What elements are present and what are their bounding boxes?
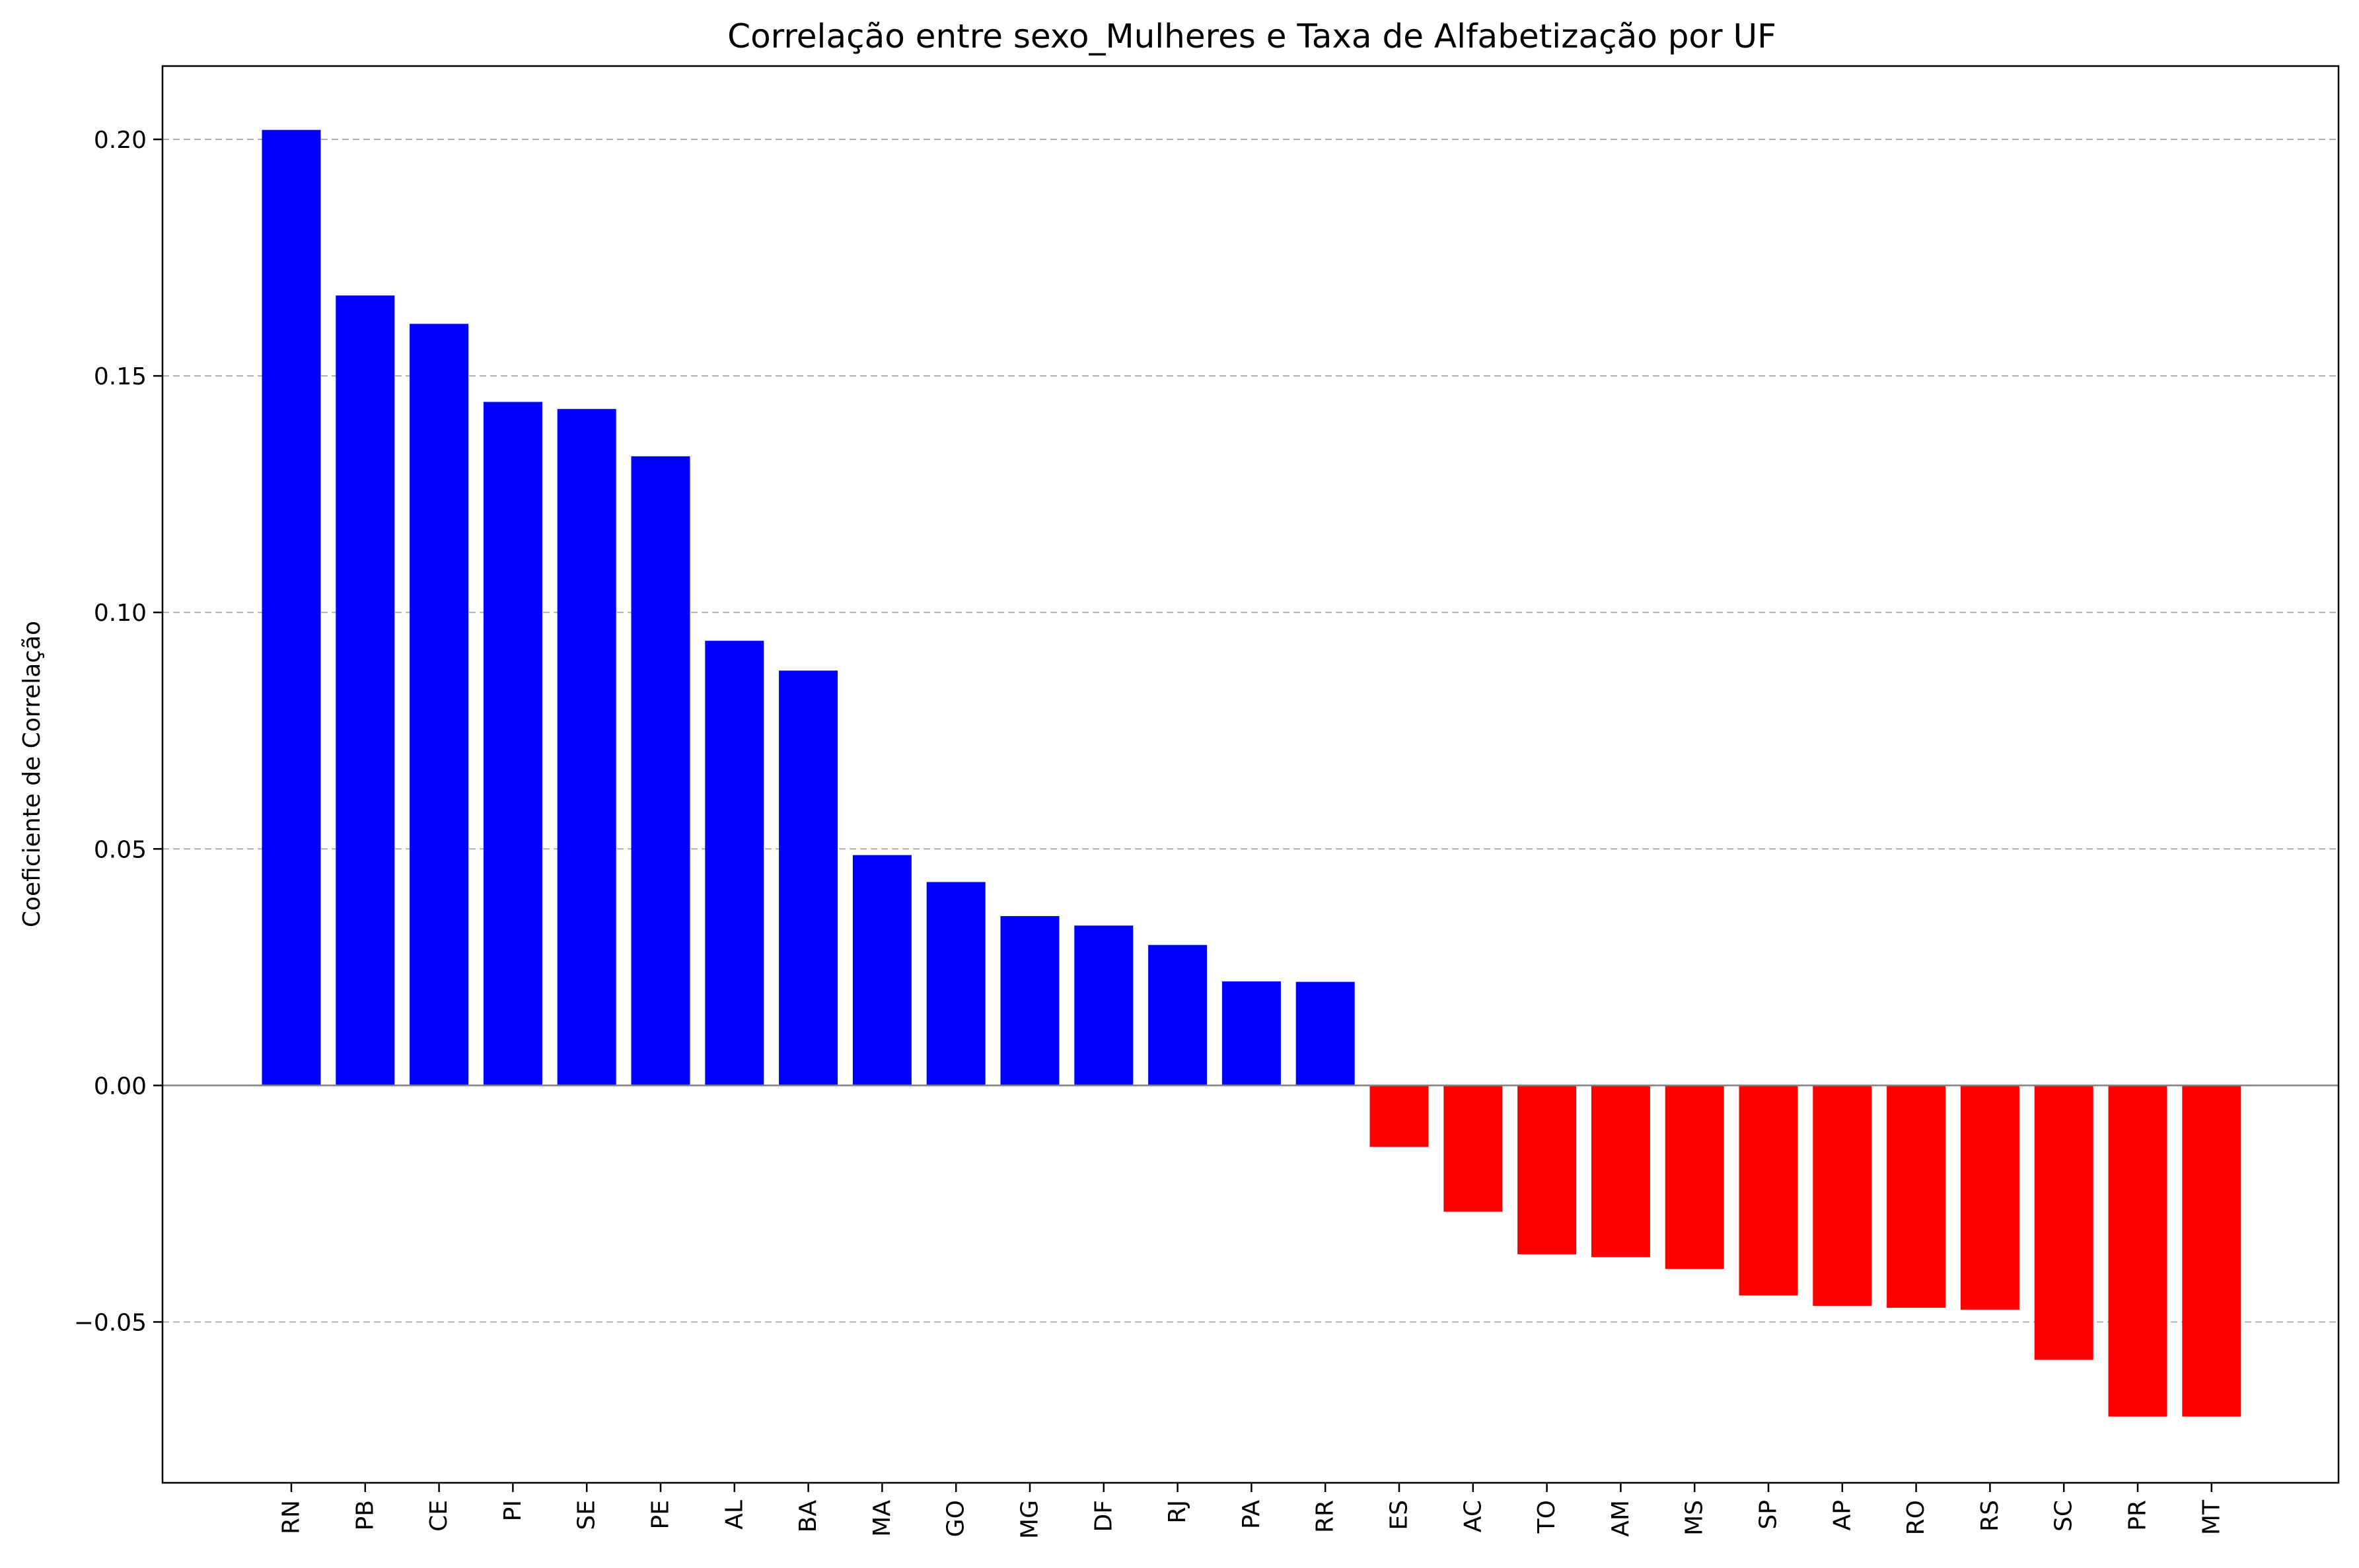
- x-tick-label: BA: [795, 1500, 822, 1533]
- bar-ro: [1887, 1085, 1946, 1308]
- x-tick-label: TO: [1533, 1500, 1560, 1534]
- bar-se: [557, 409, 616, 1086]
- x-tick-label: MS: [1681, 1500, 1708, 1536]
- x-tick-label: ES: [1386, 1500, 1413, 1530]
- x-tick-label: PB: [351, 1500, 379, 1530]
- bar-mg: [1000, 916, 1060, 1086]
- x-tick-label: DF: [1090, 1500, 1117, 1532]
- x-tick-label: PE: [647, 1500, 674, 1529]
- x-tick-label: GO: [943, 1500, 970, 1537]
- bar-al: [705, 641, 764, 1086]
- bar-pa: [1221, 981, 1281, 1086]
- x-tick-label: SE: [573, 1500, 600, 1530]
- bar-rn: [262, 129, 321, 1086]
- y-tick-label: 0.10: [94, 600, 147, 627]
- x-tick-label: PA: [1238, 1500, 1265, 1529]
- bar-sp: [1739, 1085, 1798, 1296]
- x-tick-label: RO: [1903, 1500, 1930, 1535]
- y-tick-label: 0.05: [94, 836, 147, 863]
- x-tick-label: SC: [2051, 1500, 2078, 1532]
- bar-ma: [852, 855, 912, 1086]
- bar-am: [1591, 1085, 1650, 1258]
- y-tick-label: −0.05: [74, 1309, 147, 1336]
- bar-rs: [1960, 1085, 2019, 1310]
- y-tick-label: 0.20: [94, 127, 147, 154]
- bar-rr: [1295, 981, 1355, 1086]
- y-tick-label: 0.00: [94, 1073, 147, 1100]
- x-tick-label: AL: [721, 1500, 748, 1530]
- x-tick-label: MA: [869, 1500, 896, 1537]
- x-tick-label: SP: [1755, 1500, 1782, 1530]
- x-tick-label: CE: [425, 1500, 453, 1532]
- x-tick-label: RN: [278, 1500, 305, 1534]
- bar-pr: [2108, 1085, 2167, 1417]
- x-tick-label: RJ: [1164, 1500, 1191, 1524]
- bar-ba: [779, 670, 838, 1086]
- x-axis-ticks: RN PB CE PI SE PE AL BA MA GO MG DF RJ PA RR ES AC TO AM MS…: [278, 1483, 2225, 1539]
- bar-ms: [1665, 1085, 1724, 1269]
- chart-title: Correlação entre sexo_Mulheres e Taxa de…: [727, 17, 1776, 55]
- x-tick-label: PI: [499, 1500, 526, 1521]
- bar-rj: [1148, 944, 1208, 1086]
- bar-df: [1074, 925, 1134, 1086]
- y-tick-label: 0.15: [94, 363, 147, 390]
- x-tick-label: MT: [2198, 1499, 2225, 1535]
- x-tick-label: RR: [1312, 1500, 1339, 1533]
- plot-frame: [161, 65, 2340, 1484]
- x-tick-label: AM: [1607, 1500, 1634, 1537]
- bar-go: [926, 882, 986, 1086]
- bar-pe: [631, 456, 690, 1086]
- bar-mt: [2182, 1085, 2241, 1417]
- bar-es: [1369, 1085, 1429, 1147]
- bar-pb: [336, 295, 395, 1086]
- bar-pi: [483, 402, 542, 1086]
- x-tick-label: PR: [2124, 1500, 2152, 1531]
- bar-sc: [2034, 1085, 2093, 1360]
- x-tick-label: AC: [1459, 1500, 1486, 1532]
- bar-to: [1517, 1085, 1577, 1255]
- x-tick-label: RS: [1977, 1500, 2004, 1532]
- bar-ce: [410, 324, 469, 1086]
- y-axis-ticks: −0.05 0.00 0.05 0.10 0.15 0.20: [74, 127, 163, 1336]
- y-axis-label: Coeficiente de Correlação: [18, 621, 46, 927]
- x-tick-label: MG: [1017, 1500, 1044, 1539]
- x-tick-label: AP: [1829, 1500, 1856, 1530]
- bars: [262, 129, 2241, 1417]
- bar-ap: [1813, 1085, 1872, 1306]
- bar-ac: [1443, 1085, 1503, 1212]
